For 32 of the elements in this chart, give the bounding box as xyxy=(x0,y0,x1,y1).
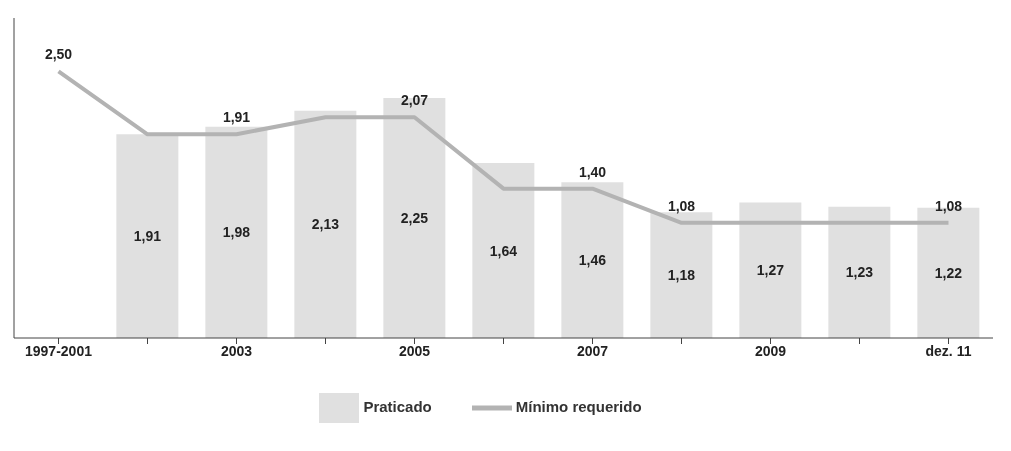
bar xyxy=(116,134,179,338)
x-tick-label: 1997-2001 xyxy=(25,342,93,359)
x-tick-label: 2003 xyxy=(220,342,253,359)
bar xyxy=(205,126,268,338)
data-label: 1,91 xyxy=(133,228,162,245)
legend-label: Praticado xyxy=(363,397,432,415)
x-tick-label: 2009 xyxy=(754,342,787,359)
data-label: 1,64 xyxy=(489,242,518,259)
data-label: 1,22 xyxy=(934,264,963,281)
data-label: 1,40 xyxy=(578,163,607,180)
legend-label: Mínimo requerido xyxy=(515,397,642,415)
bar xyxy=(739,202,802,338)
data-label: 1,23 xyxy=(845,264,874,281)
data-label: 1,27 xyxy=(756,262,785,279)
bar xyxy=(650,212,713,338)
data-label: 2,50 xyxy=(44,46,73,63)
data-label: 1,98 xyxy=(222,224,251,241)
bar xyxy=(561,182,624,338)
data-label: 1,08 xyxy=(934,197,963,214)
bar xyxy=(472,163,535,338)
data-label: 2,13 xyxy=(311,216,340,233)
bar xyxy=(294,110,357,338)
data-label: 1,08 xyxy=(667,197,696,214)
x-tick-label: 2007 xyxy=(576,342,609,359)
x-tick-label: dez. 11 xyxy=(925,342,972,359)
data-label: 2,25 xyxy=(400,210,429,226)
bar xyxy=(828,206,891,338)
data-label: 2,07 xyxy=(400,92,429,109)
data-label: 1,91 xyxy=(222,109,251,126)
x-tick-label: 2005 xyxy=(398,342,431,359)
data-label: 1,46 xyxy=(578,252,607,269)
data-label: 1,18 xyxy=(667,267,696,284)
